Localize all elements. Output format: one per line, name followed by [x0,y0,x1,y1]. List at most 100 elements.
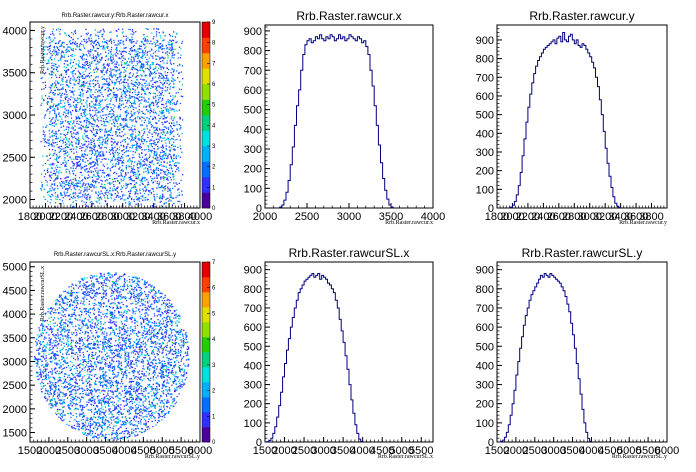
heatmap-cell [90,183,92,185]
heatmap-cell [94,119,96,122]
heatmap-cell [136,142,138,144]
heatmap-cell [68,123,70,125]
histogram-bin [324,41,326,208]
heatmap-cell [155,31,158,33]
heatmap-cell [83,155,85,158]
heatmap-cell [165,202,167,204]
heatmap-cell [93,146,96,149]
heatmap-cell [138,139,140,141]
heatmap-cell [138,145,140,147]
heatmap-cell [133,180,136,182]
heatmap-cell [63,42,65,44]
heatmap-cell [75,137,77,139]
heatmap-cell [40,173,43,175]
heatmap-cell [146,134,149,136]
heatmap-cell [95,186,97,188]
heatmap-cell [51,72,53,74]
heatmap-cell [176,162,179,164]
heatmap-cell [113,91,115,94]
heatmap-cell [44,115,46,117]
heatmap-cell [41,324,43,327]
heatmap-cell [145,105,147,107]
heatmap-cell [178,162,180,164]
heatmap-cell [109,153,112,155]
heatmap-cell [125,114,127,117]
heatmap-cell [72,70,74,73]
heatmap-cell [134,76,137,78]
heatmap-cell [58,76,61,78]
heatmap-cell [131,179,133,182]
heatmap-cell [59,185,62,187]
heatmap-cell [100,59,102,61]
heatmap-cell [118,64,120,66]
heatmap-cell [153,28,155,30]
heatmap-cell [79,181,81,183]
heatmap-cell [169,99,171,101]
heatmap-cell [148,148,150,150]
heatmap-cell [128,50,130,53]
heatmap-cell [43,56,45,58]
heatmap-cell [143,164,145,166]
heatmap-cell [93,42,95,44]
heatmap-cell [127,183,129,186]
heatmap-cell [64,150,66,152]
heatmap-cell [51,174,53,176]
heatmap-cell [162,190,164,192]
heatmap-cell [146,124,148,127]
heatmap-cell [61,42,64,44]
heatmap-cell [109,168,111,170]
heatmap-cell [86,346,88,348]
heatmap-cell [95,176,97,178]
heatmap-cell [49,106,51,109]
heatmap-cell [89,105,91,108]
heatmap-cell [58,89,60,91]
heatmap-cell [94,59,96,61]
heatmap-cell [70,135,73,137]
heatmap-cell [54,202,57,204]
heatmap-cell [124,141,127,143]
heatmap-cell [172,373,174,376]
palette-tick-label: 0 [212,206,216,212]
heatmap-cell [166,110,168,112]
heatmap-cell [111,116,113,118]
heatmap-cell [45,173,47,175]
heatmap-cell [154,203,156,205]
heatmap-cell [60,102,62,104]
heatmap-cell [99,99,101,101]
heatmap-cell [143,71,145,73]
heatmap-cell [120,169,122,171]
heatmap-cell [57,394,59,396]
heatmap-cell [60,126,62,128]
palette-tick-label: 7 [212,61,216,67]
heatmap-cell [153,140,155,142]
heatmap-cell [64,93,66,95]
heatmap-cell [97,95,99,97]
heatmap-cell [85,54,87,56]
heatmap-cell [122,170,124,172]
heatmap-cell [82,297,84,299]
heatmap-cell [123,71,125,73]
heatmap-cell [152,206,154,208]
heatmap-cell [140,326,143,328]
palette-swatch [202,84,210,100]
heatmap-cell [177,72,180,74]
heatmap-cell [162,31,164,33]
histogram-bin [351,37,353,208]
heatmap-cell [137,138,139,140]
heatmap-cell [113,111,115,113]
heatmap-cell [104,184,106,186]
heatmap-cell [75,157,77,159]
heatmap-cell [41,102,43,105]
heatmap-cell [175,92,177,94]
heatmap-cell [57,177,59,180]
heatmap-cell [118,104,120,106]
heatmap-cell [134,173,136,175]
heatmap-cell [128,201,130,203]
heatmap-cell [87,334,89,337]
heatmap-cell [70,42,72,44]
heatmap-cell [53,145,55,147]
heatmap-cell [84,115,86,117]
heatmap-cell [115,82,117,84]
heatmap-cell [115,70,117,73]
